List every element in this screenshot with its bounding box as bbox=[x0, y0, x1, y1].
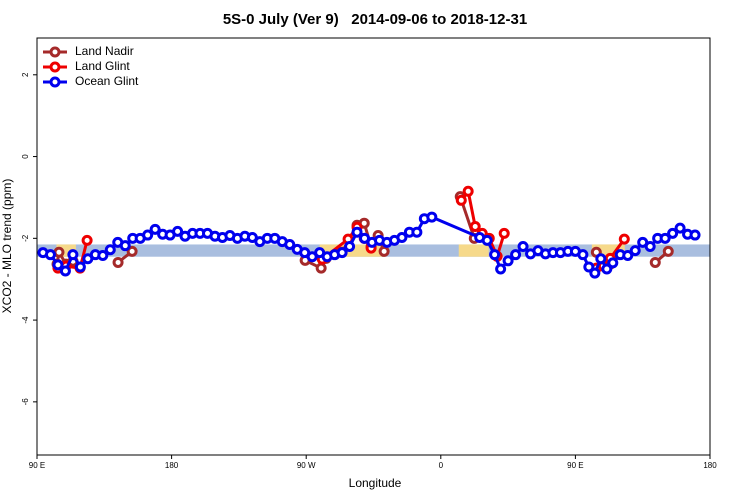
point bbox=[667, 227, 679, 239]
shaded-band bbox=[458, 244, 489, 257]
point bbox=[378, 245, 390, 257]
point bbox=[689, 229, 701, 241]
point bbox=[489, 249, 501, 261]
point bbox=[502, 255, 514, 267]
x-tick-label: 90 W bbox=[297, 461, 316, 470]
point bbox=[649, 256, 661, 268]
x-tick-label: 180 bbox=[165, 461, 179, 470]
point bbox=[344, 241, 356, 252]
point bbox=[81, 234, 93, 246]
point bbox=[517, 241, 529, 252]
point bbox=[351, 226, 363, 238]
point bbox=[495, 263, 507, 275]
point bbox=[53, 246, 65, 258]
point bbox=[659, 232, 671, 244]
point bbox=[481, 234, 493, 246]
y-tick-label: -6 bbox=[21, 398, 30, 406]
x-tick-label: 90 E bbox=[567, 461, 583, 470]
x-tick-label: 90 E bbox=[29, 461, 45, 470]
plot-frame bbox=[36, 37, 711, 456]
chart-title: 5S-0 July (Ver 9) 2014-09-06 to 2018-12-… bbox=[223, 11, 527, 28]
y-axis-label: XCO2 - MLO trend (ppm) bbox=[0, 179, 14, 314]
point bbox=[601, 263, 613, 275]
point bbox=[498, 227, 510, 239]
legend-marker bbox=[49, 61, 61, 73]
point bbox=[583, 261, 595, 273]
legend-marker bbox=[49, 76, 61, 88]
y-tick-label: -4 bbox=[21, 316, 30, 324]
point bbox=[119, 240, 131, 252]
x-axis-label: Longitude bbox=[349, 476, 402, 490]
legend-label: Land Glint bbox=[75, 59, 130, 73]
y-tick-label: -2 bbox=[21, 234, 30, 242]
legend-marker bbox=[49, 46, 61, 58]
point bbox=[336, 247, 348, 259]
point bbox=[644, 241, 656, 252]
point bbox=[411, 226, 423, 238]
point bbox=[396, 232, 408, 244]
point bbox=[426, 211, 438, 223]
y-tick-label: 2 bbox=[21, 72, 30, 77]
legend-label: Ocean Glint bbox=[75, 74, 139, 88]
x-tick-label: 0 bbox=[439, 461, 444, 470]
point bbox=[455, 194, 467, 206]
point bbox=[67, 249, 79, 261]
legend-label: Land Nadir bbox=[75, 44, 134, 58]
point bbox=[674, 222, 686, 234]
point bbox=[149, 223, 161, 235]
point bbox=[462, 185, 474, 197]
point bbox=[59, 265, 71, 277]
point bbox=[595, 253, 607, 265]
point bbox=[142, 229, 154, 241]
point bbox=[315, 262, 327, 274]
point bbox=[97, 249, 109, 261]
point bbox=[577, 249, 589, 261]
point bbox=[618, 233, 630, 245]
point bbox=[607, 257, 619, 269]
y-tick-label: 0 bbox=[21, 154, 30, 159]
point bbox=[52, 259, 64, 271]
point bbox=[44, 249, 56, 261]
point bbox=[112, 256, 124, 268]
point bbox=[622, 249, 634, 261]
point bbox=[662, 245, 674, 257]
point bbox=[589, 267, 601, 279]
point bbox=[104, 244, 116, 256]
point bbox=[74, 261, 86, 273]
point bbox=[284, 238, 296, 250]
point bbox=[172, 225, 184, 237]
point bbox=[469, 220, 481, 232]
point bbox=[126, 245, 138, 257]
x-tick-label: 180 bbox=[703, 461, 717, 470]
point bbox=[629, 245, 641, 257]
point bbox=[510, 249, 522, 261]
